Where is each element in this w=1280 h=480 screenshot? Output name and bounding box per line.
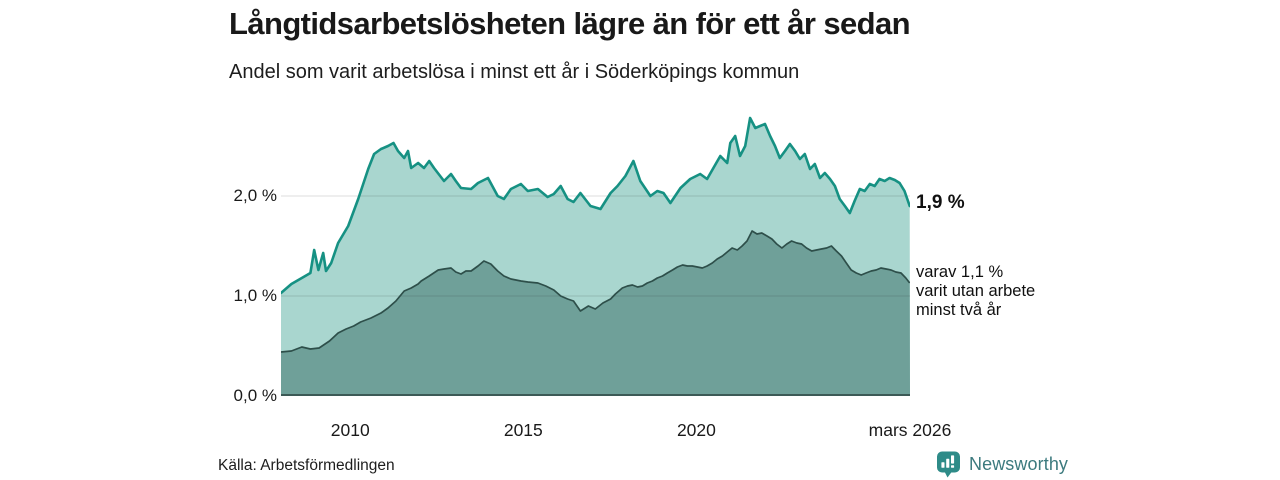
x-tick-label: 2020: [676, 420, 716, 440]
y-tick-label: 2,0 %: [233, 186, 277, 205]
series-total-line: [281, 116, 910, 295]
y-tick-label: 1,0 %: [233, 286, 277, 305]
y-tick-label: 0,0 %: [233, 386, 277, 405]
x-tick-label: mars 2026: [868, 420, 952, 440]
latest-total-value-label: 1,9 %: [916, 192, 965, 213]
newsworthy-chart-bubble-icon: [937, 451, 960, 478]
newsworthy-wordmark: Newsworthy: [969, 453, 1069, 474]
annotation-line-3: minst två år: [916, 301, 1002, 319]
annotation-line-2: varit utan arbete: [916, 282, 1036, 300]
x-tick-label: 2015: [503, 420, 543, 440]
series-two-plus-years-area: [281, 231, 910, 396]
newsworthy-branding: Newsworthy: [936, 450, 1068, 478]
series-two-plus-years-line: [281, 230, 910, 353]
page-title: Långtidsarbetslösheten lägre än för ett …: [229, 6, 911, 41]
source-credit: Källa: Arbetsförmedlingen: [218, 457, 395, 474]
chart-subtitle: Andel som varit arbetslösa i minst ett å…: [229, 61, 800, 83]
x-tick-label: 2010: [330, 420, 370, 440]
annotation-line-1: varav 1,1 %: [916, 263, 1004, 281]
area-chart-plot: [281, 116, 910, 396]
latest-two-plus-years-label: varav 1,1 % varit utan arbete minst två …: [916, 263, 1035, 320]
